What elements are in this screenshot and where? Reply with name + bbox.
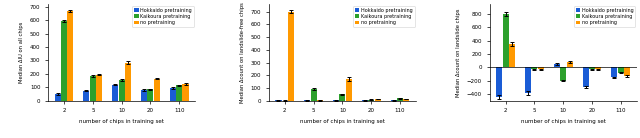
Legend: Hokkaido pretraining, Kaikoura pretraining, no pretraining: Hokkaido pretraining, Kaikoura pretraini… xyxy=(574,6,636,27)
Bar xyxy=(182,84,189,101)
Bar xyxy=(525,67,531,93)
Bar xyxy=(554,64,560,67)
Y-axis label: Median Δcount on landslide chips: Median Δcount on landslide chips xyxy=(456,8,461,97)
Bar xyxy=(368,100,374,101)
Bar xyxy=(390,100,397,101)
Bar xyxy=(339,94,346,101)
Bar xyxy=(403,99,410,101)
Bar xyxy=(333,100,339,101)
X-axis label: number of chips in training set: number of chips in training set xyxy=(79,119,164,124)
Bar xyxy=(61,21,67,101)
Y-axis label: Median ΔIU on all chips: Median ΔIU on all chips xyxy=(19,22,24,83)
Bar xyxy=(67,11,74,101)
Bar xyxy=(170,88,176,101)
Bar xyxy=(90,76,96,101)
Bar xyxy=(83,91,90,101)
X-axis label: number of chips in training set: number of chips in training set xyxy=(521,119,605,124)
Bar xyxy=(154,79,160,101)
Bar xyxy=(54,94,61,101)
Bar xyxy=(147,89,154,101)
Bar xyxy=(141,90,147,101)
Bar xyxy=(624,67,630,76)
Bar xyxy=(112,85,118,101)
Bar xyxy=(531,67,538,69)
Bar xyxy=(125,63,131,101)
Bar xyxy=(560,67,566,81)
Legend: Hokkaido pretraining, Kaikoura pretraining, no pretraining: Hokkaido pretraining, Kaikoura pretraini… xyxy=(132,6,194,27)
Bar xyxy=(618,67,624,73)
Bar xyxy=(538,67,544,69)
Bar xyxy=(589,67,595,69)
Bar xyxy=(288,12,294,101)
X-axis label: number of chips in training set: number of chips in training set xyxy=(300,119,385,124)
Bar xyxy=(317,100,323,101)
Bar xyxy=(304,100,310,101)
Bar xyxy=(566,62,573,67)
Bar xyxy=(346,79,352,101)
Bar xyxy=(362,100,368,101)
Bar xyxy=(96,75,102,101)
Bar xyxy=(275,100,282,101)
Bar xyxy=(176,85,182,101)
Bar xyxy=(611,67,618,77)
Legend: Hokkaido pretraining, Kaikoura pretraining, no pretraining: Hokkaido pretraining, Kaikoura pretraini… xyxy=(353,6,415,27)
Bar xyxy=(502,14,509,67)
Bar xyxy=(496,67,502,97)
Bar xyxy=(582,67,589,87)
Y-axis label: Median Δcount on landslide-free chips: Median Δcount on landslide-free chips xyxy=(240,2,245,103)
Bar xyxy=(310,89,317,101)
Bar xyxy=(595,67,602,69)
Bar xyxy=(397,98,403,101)
Bar xyxy=(374,99,381,101)
Bar xyxy=(118,80,125,101)
Bar xyxy=(509,44,515,67)
